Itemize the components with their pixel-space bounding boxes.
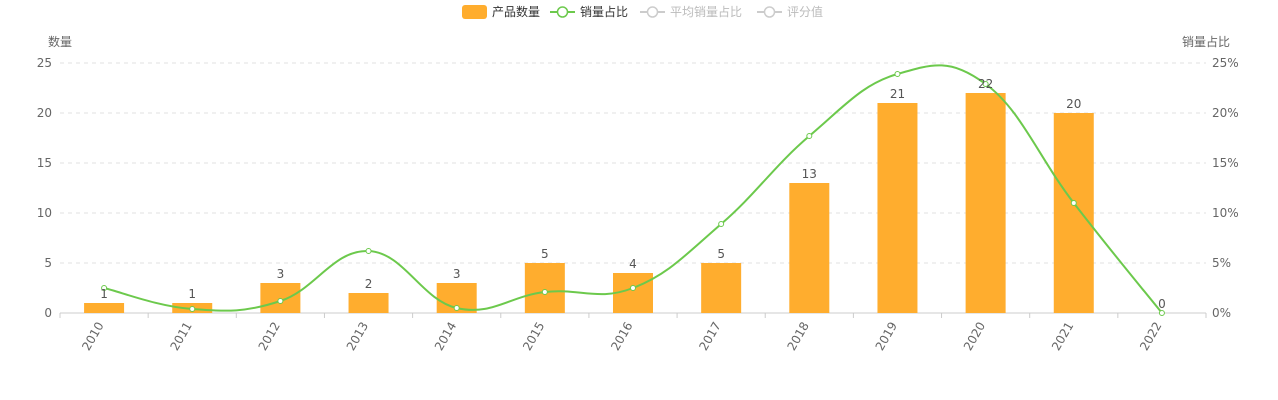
line-point[interactable]	[365, 248, 372, 254]
y-left-tick-label: 25	[37, 56, 52, 70]
legend-item[interactable]: 销量占比	[550, 4, 628, 19]
y-left-tick-label: 0	[44, 306, 52, 320]
x-tick-label: 2012	[256, 320, 283, 353]
y-axis-left-title: 数量	[48, 34, 72, 49]
x-tick-label: 2010	[79, 320, 106, 353]
line-point[interactable]	[101, 285, 108, 291]
x-tick-label: 2013	[344, 320, 371, 353]
legend-marker	[646, 6, 659, 18]
line-point[interactable]	[894, 71, 901, 77]
line-point[interactable]	[806, 133, 813, 139]
legend-marker	[763, 6, 776, 18]
y-left-tick-label: 5	[44, 256, 52, 270]
y-right-tick-label: 15%	[1212, 156, 1239, 170]
bar[interactable]	[84, 303, 125, 313]
y-axis-right-title: 销量占比	[1182, 34, 1230, 49]
bar[interactable]	[701, 263, 742, 313]
y-right-tick-label: 5%	[1212, 256, 1231, 270]
bar[interactable]	[524, 263, 565, 313]
x-tick-label: 2018	[785, 320, 812, 353]
line-point[interactable]	[453, 305, 460, 311]
legend-marker	[556, 6, 569, 18]
legend-bar-swatch	[462, 5, 487, 19]
y-right-tick-label: 0%	[1212, 306, 1231, 320]
grid-lines	[60, 62, 1206, 264]
y-right-tick-label: 25%	[1212, 56, 1239, 70]
line-series	[101, 64, 1165, 316]
y-right-tick-label: 10%	[1212, 206, 1239, 220]
x-axis-labels: 2010 2011 2012 2013 2014 2015 2016 2017 2018 2019…	[79, 320, 1164, 353]
line-point[interactable]	[541, 289, 548, 295]
y-left-tick-label: 10	[37, 206, 52, 220]
x-tick-label: 2021	[1049, 320, 1076, 353]
bar-value-label: 21	[890, 87, 905, 101]
legend-label: 平均销量占比	[670, 4, 742, 19]
share-line	[103, 64, 1163, 314]
bar-value-label: 5	[541, 247, 549, 261]
bar-value-label: 22	[978, 77, 993, 91]
bar-value-label: 2	[365, 277, 373, 291]
line-point[interactable]	[718, 221, 725, 227]
bar-value-label: 13	[802, 167, 817, 181]
line-point[interactable]	[1070, 200, 1077, 206]
legend-item[interactable]: 平均销量占比	[640, 4, 742, 19]
legend-label: 销量占比	[580, 4, 628, 19]
legend-label: 产品数量	[492, 4, 540, 19]
y-left-tick-label: 15	[37, 156, 52, 170]
line-point[interactable]	[982, 81, 989, 87]
bar[interactable]	[348, 293, 389, 313]
bar-value-label: 5	[717, 247, 725, 261]
y-left-tick-label: 20	[37, 106, 52, 120]
legend-item[interactable]: 产品数量	[462, 4, 540, 19]
legend-item[interactable]: 评分值	[757, 4, 823, 19]
bar-value-label: 1	[100, 287, 108, 301]
bar[interactable]	[965, 93, 1006, 313]
y-right-tick-label: 20%	[1212, 106, 1239, 120]
x-tick-label: 2016	[608, 320, 635, 353]
x-tick-label: 2020	[961, 320, 988, 353]
bar-value-label: 3	[453, 267, 461, 281]
bar-value-label: 4	[629, 257, 637, 271]
bar[interactable]	[789, 183, 830, 313]
x-tick-label: 2022	[1137, 320, 1164, 353]
bar-value-label: 20	[1066, 97, 1081, 111]
bar-series	[84, 93, 1094, 313]
bar[interactable]	[877, 103, 918, 313]
x-tick-label: 2019	[873, 320, 900, 353]
bar-value-label: 3	[277, 267, 285, 281]
legend: 产品数量 销量占比 平均销量占比 评分值	[462, 4, 823, 19]
axes: 0 0%5 5%10 10%15 15%20 20%25 25%	[37, 56, 1239, 320]
bar-value-label: 0	[1158, 297, 1166, 311]
line-point[interactable]	[630, 285, 636, 291]
bar-value-label: 1	[188, 287, 196, 301]
bar[interactable]	[1053, 113, 1094, 313]
line-point[interactable]	[277, 298, 284, 304]
line-point[interactable]	[189, 306, 196, 312]
legend-label: 评分值	[787, 4, 823, 19]
x-tick-label: 2015	[520, 320, 547, 353]
x-tick-label: 2011	[167, 320, 194, 353]
x-tick-label: 2017	[696, 320, 723, 353]
x-tick-label: 2014	[432, 320, 459, 353]
line-point[interactable]	[1158, 310, 1165, 316]
